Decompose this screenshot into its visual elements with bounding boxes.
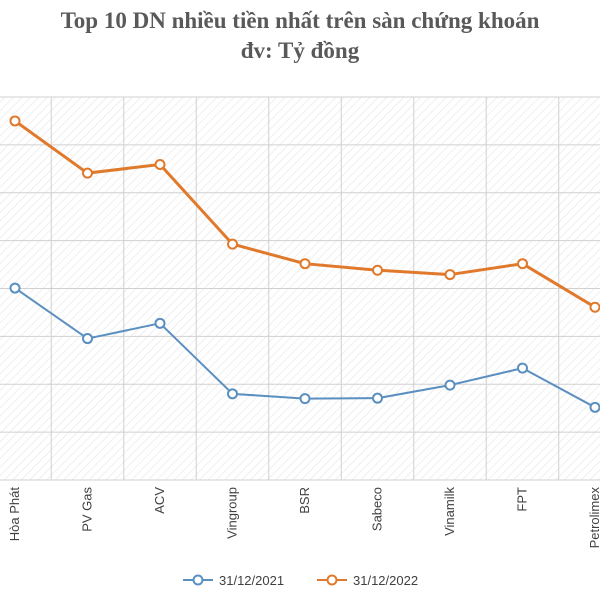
chart-title-line1: Top 10 DN nhiều tiền nhất trên sàn chứng…	[60, 8, 540, 33]
x-tick-label: Vingroup	[225, 487, 240, 539]
grid	[0, 96, 600, 481]
chart-title: Top 10 DN nhiều tiền nhất trên sàn chứng…	[0, 6, 600, 66]
x-tick-label: BSR	[297, 487, 312, 514]
x-tick-label: Hòa Phát	[7, 487, 22, 542]
x-tick-label: FPT	[515, 487, 530, 512]
data-point	[9, 115, 21, 127]
data-point	[82, 333, 93, 345]
data-point	[444, 379, 456, 391]
legend-marker	[192, 574, 204, 586]
legend-label: 31/12/2021	[219, 573, 284, 588]
data-point	[154, 317, 166, 329]
legend-label: 31/12/2022	[353, 573, 418, 588]
x-tick-label: Petrolimex	[587, 487, 600, 549]
legend-marker	[326, 574, 338, 586]
data-point	[227, 388, 238, 400]
data-point	[82, 167, 93, 179]
data-point	[517, 362, 528, 374]
chart-subtitle: đv: Tỷ đồng	[240, 38, 360, 63]
x-tick-label: Sabeco	[370, 487, 385, 531]
x-tick-label: Vinamilk	[442, 487, 457, 536]
data-point	[9, 282, 21, 294]
data-point	[299, 258, 311, 270]
data-point	[517, 258, 528, 270]
legend: 31/12/2021 31/12/2022	[183, 573, 418, 588]
data-point	[372, 392, 383, 404]
data-point	[372, 264, 383, 276]
x-tick-label: ACV	[152, 487, 167, 514]
x-tick-label: PV Gas	[80, 487, 95, 532]
data-point	[299, 393, 311, 405]
data-point	[154, 158, 166, 170]
data-point	[589, 301, 600, 313]
x-tick-labels: Hòa Phát PV Gas ACV Vingroup BSR Sabeco Vinami…	[7, 487, 600, 549]
series-points	[9, 115, 600, 413]
data-point	[444, 269, 456, 281]
data-point	[227, 238, 238, 250]
data-point	[589, 401, 600, 413]
